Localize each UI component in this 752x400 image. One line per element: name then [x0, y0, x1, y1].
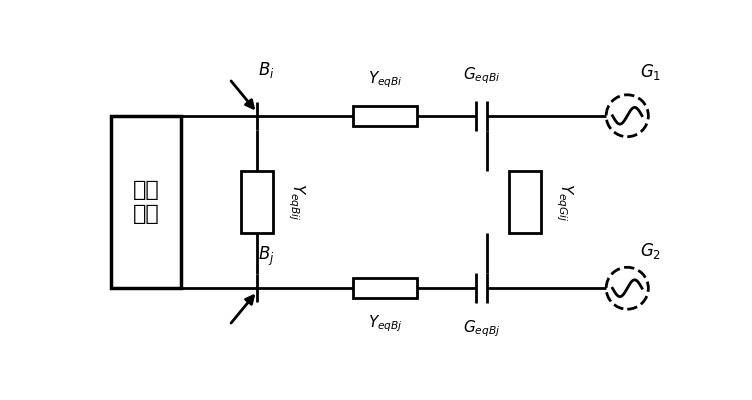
Bar [241, 171, 273, 233]
Text: 内部
网络: 内部 网络 [133, 180, 160, 224]
Text: $G_{eqBi}$: $G_{eqBi}$ [463, 65, 500, 86]
Text: $Y_{eqGij}$: $Y_{eqGij}$ [553, 182, 575, 222]
Bar [509, 171, 541, 233]
Text: $G_2$: $G_2$ [640, 241, 661, 261]
Text: $Y_{eqBi}$: $Y_{eqBi}$ [368, 70, 403, 90]
Text: $G_1$: $G_1$ [640, 62, 661, 82]
Bar [111, 116, 181, 288]
Text: $Y_{eqBij}$: $Y_{eqBij}$ [286, 183, 306, 221]
Text: $Y_{eqBj}$: $Y_{eqBj}$ [368, 314, 403, 334]
Text: $B_j$: $B_j$ [258, 245, 274, 268]
Bar [353, 278, 417, 298]
Bar [353, 106, 417, 126]
Text: $G_{eqBj}$: $G_{eqBj}$ [462, 318, 500, 339]
Text: $B_i$: $B_i$ [258, 60, 274, 80]
